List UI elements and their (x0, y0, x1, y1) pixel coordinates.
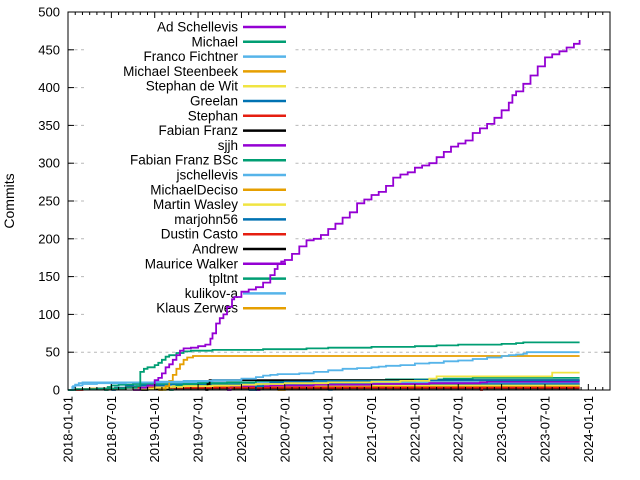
x-tick-label: 2018-01-01 (61, 396, 76, 463)
legend-label: Fabian Franz (158, 123, 238, 138)
legend-item: Stephan de Wit (146, 79, 286, 94)
legend-item: tpltnt (209, 271, 286, 286)
legend-label: marjohn56 (174, 212, 238, 227)
y-tick-label: 50 (46, 345, 60, 360)
legend-item: sjjh (218, 138, 286, 153)
legend-label: Dustin Casto (161, 227, 238, 242)
legend-label: MichaelDeciso (150, 182, 238, 197)
legend-label: Michael Steenbeek (123, 64, 238, 79)
legend-label: Franco Fichtner (143, 49, 238, 64)
y-tick-label: 500 (38, 5, 60, 20)
x-tick-label: 2019-07-01 (191, 396, 206, 463)
legend-item: Greelan (190, 94, 286, 109)
legend-label: Martin Wasley (153, 197, 238, 212)
legend-label: Greelan (190, 94, 238, 109)
legend-item: Michael (191, 34, 286, 49)
legend-item: Franco Fichtner (143, 49, 286, 64)
x-tick-label: 2022-07-01 (451, 396, 466, 463)
x-tick-label: 2018-07-01 (104, 396, 119, 463)
legend-label: tpltnt (209, 271, 239, 286)
legend-label: Stephan de Wit (146, 79, 239, 94)
y-axis-title: Commits (1, 173, 17, 228)
legend-label: Klaus Zerwes (156, 301, 238, 316)
x-tick-label: 2021-01-01 (321, 396, 336, 463)
series-line-ad-schellevis (133, 40, 581, 391)
legend-item: kulikov-a (185, 286, 286, 301)
x-tick-label: 2023-01-01 (494, 396, 509, 463)
legend-item: Klaus Zerwes (156, 301, 286, 316)
x-tick-label: 2021-07-01 (364, 396, 379, 463)
legend-label: kulikov-a (185, 286, 239, 301)
legend-item: MichaelDeciso (150, 182, 286, 197)
legend-item: Stephan (188, 108, 286, 123)
legend-item: Martin Wasley (153, 197, 286, 212)
series-line-franco-fichtner (68, 351, 580, 391)
y-tick-label: 250 (38, 194, 60, 209)
axis-tick-labels: 0 50 100 150 200 250 300 350 400 450 500 2018-01-01… (38, 5, 596, 463)
legend-item: jschellevis (175, 168, 286, 183)
legend-item: marjohn56 (174, 212, 286, 227)
y-tick-label: 150 (38, 269, 60, 284)
legend-item: Ad Schellevis (157, 20, 286, 35)
y-tick-label: 300 (38, 156, 60, 171)
legend-item: Andrew (192, 242, 286, 257)
x-tick-label: 2024-01-01 (581, 396, 596, 463)
legend-label: Maurice Walker (145, 256, 239, 271)
x-tick-label: 2020-07-01 (277, 396, 292, 463)
series-line-michael-steenbeek (158, 355, 580, 391)
y-tick-label: 400 (38, 80, 60, 95)
x-tick-label: 2020-01-01 (234, 396, 249, 463)
legend-label: Michael (191, 34, 238, 49)
y-tick-label: 200 (38, 231, 60, 246)
legend-label: Andrew (192, 242, 238, 257)
legend-label: Ad Schellevis (157, 20, 238, 35)
y-tick-label: 100 (38, 307, 60, 322)
y-tick-label: 0 (53, 383, 60, 398)
legend-item: Michael Steenbeek (123, 64, 286, 79)
axes (67, 11, 611, 391)
legend-label: Stephan (188, 108, 238, 123)
x-tick-label: 2022-01-01 (407, 396, 422, 463)
legend-background (84, 14, 294, 316)
y-tick-label: 450 (38, 42, 60, 57)
legend-item: Fabian Franz BSc (130, 153, 286, 168)
x-tick-label: 2019-01-01 (147, 396, 162, 463)
legend-item: Fabian Franz (158, 123, 286, 138)
legend-item: Dustin Casto (161, 227, 286, 242)
legend-label: sjjh (218, 138, 238, 153)
x-tick-label: 2023-07-01 (537, 396, 552, 463)
y-tick-label: 350 (38, 118, 60, 133)
legend-label: Fabian Franz BSc (130, 153, 238, 168)
legend-label: jschellevis (175, 168, 238, 183)
